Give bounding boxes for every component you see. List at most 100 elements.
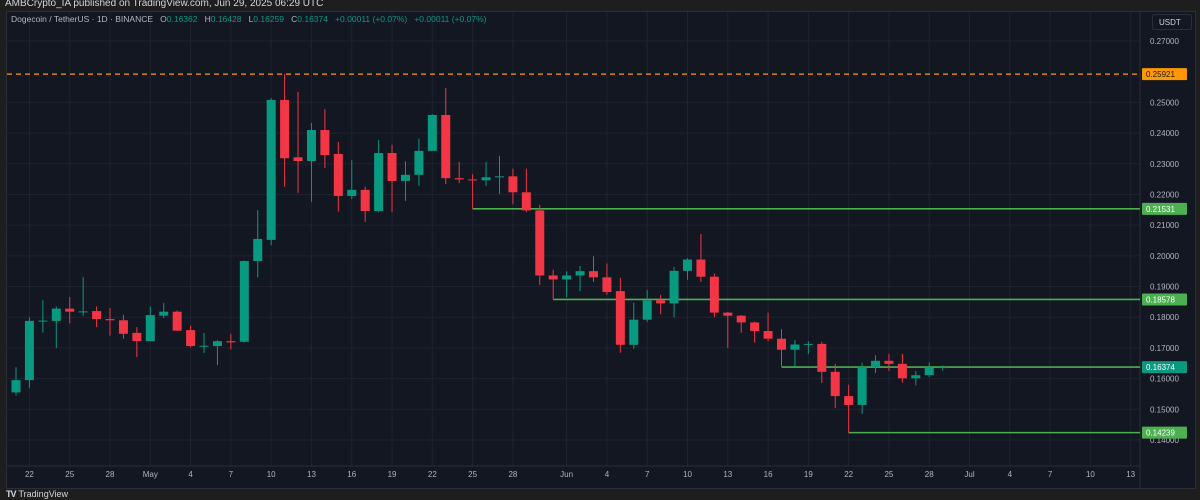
y-tick-label: 0.14000 [1150, 436, 1179, 445]
price-level-badge [1142, 68, 1187, 81]
price-level-badge [1142, 202, 1187, 215]
candle-up [24, 320, 34, 381]
candle-up [11, 380, 21, 393]
candle-up [199, 345, 209, 347]
x-tick-label: 4 [1008, 470, 1013, 479]
candle-down [360, 189, 370, 212]
candle-up [414, 150, 424, 175]
candle-down [441, 114, 451, 179]
candle-up [911, 375, 921, 379]
candle-up [253, 238, 263, 262]
price-level-label: 0.18578 [1146, 295, 1175, 304]
price-level-badge [1142, 293, 1187, 306]
candle-up [790, 344, 800, 350]
x-tick-label: 4 [605, 470, 610, 479]
candle-down [696, 259, 706, 277]
candle-up [427, 114, 437, 151]
open-label: O [160, 14, 167, 24]
candle-up [669, 270, 679, 304]
candle-up [642, 300, 652, 320]
x-tick-label: 10 [683, 470, 692, 479]
x-tick-label: 19 [388, 470, 397, 479]
price-level-badge [1142, 361, 1187, 374]
candle-up [400, 174, 410, 181]
change-value: +0.00011 (+0.07%) [335, 14, 408, 24]
y-tick-label: 0.20000 [1150, 252, 1179, 261]
x-tick-label: 28 [106, 470, 115, 479]
candle-up [51, 308, 61, 321]
publication-info: AMBCrypto_IA published on TradingView.co… [5, 0, 324, 9]
candle-down [105, 319, 115, 321]
y-tick-label: 0.27000 [1150, 37, 1179, 46]
candle-down [750, 322, 760, 332]
x-tick-label: 28 [925, 470, 934, 479]
candle-up [78, 311, 88, 313]
candle-up [374, 153, 384, 212]
candle-up [159, 311, 169, 316]
price-level-badge [1142, 426, 1187, 439]
x-tick-label: 16 [764, 470, 773, 479]
high-label: H [204, 14, 211, 24]
y-tick-label: 0.16000 [1150, 375, 1179, 384]
candle-down [736, 315, 746, 323]
candle-down [454, 178, 464, 180]
y-tick-label: 0.17000 [1150, 344, 1179, 353]
x-tick-label: 7 [229, 470, 234, 479]
candle-down [817, 343, 827, 372]
candle-down [897, 363, 907, 379]
candle-up [266, 99, 276, 240]
x-tick-label: 7 [1048, 470, 1053, 479]
symbol-name[interactable]: Dogecoin / TetherUS · 1D · BINANCE [11, 14, 154, 24]
candle-down [709, 276, 719, 313]
x-tick-label: 13 [1126, 470, 1135, 479]
candle-down [763, 331, 773, 339]
symbol-legend[interactable]: Dogecoin / TetherUS · 1D · BINANCE O0.16… [11, 14, 487, 24]
candle-down [656, 300, 666, 304]
close-label: C [291, 14, 298, 24]
currency-button[interactable]: USDT [1152, 14, 1192, 30]
candle-down [226, 341, 236, 343]
candle-up [306, 130, 316, 161]
candle-up [38, 320, 48, 322]
candle-up [857, 366, 867, 405]
x-tick-label: 22 [25, 470, 34, 479]
candle-down [186, 330, 196, 347]
x-tick-label: 22 [844, 470, 853, 479]
x-tick-label: 16 [347, 470, 356, 479]
candle-down [293, 157, 303, 161]
candle-up [629, 319, 639, 345]
candle-up [938, 367, 948, 369]
candle-down [548, 275, 558, 280]
candle-down [535, 210, 545, 276]
y-tick-label: 0.25000 [1150, 98, 1179, 107]
y-tick-label: 0.22000 [1150, 190, 1179, 199]
price-level-label: 0.16374 [1146, 363, 1175, 372]
price-level-label: 0.14239 [1146, 429, 1175, 438]
candle-down [92, 311, 102, 320]
candle-up [145, 315, 155, 342]
candle-down [884, 360, 894, 364]
candle-down [508, 176, 518, 193]
candle-down [723, 312, 733, 316]
x-tick-label: May [143, 470, 158, 479]
x-tick-label: 25 [884, 470, 893, 479]
candle-down [830, 371, 840, 397]
candle-up [494, 176, 504, 178]
candle-up [683, 259, 692, 271]
low-label: L [248, 14, 254, 24]
open-value: 0.16362 [166, 14, 198, 24]
y-tick-label: 0.15000 [1150, 405, 1179, 414]
footer-brand: TradingView [18, 489, 69, 499]
candle-down [172, 311, 182, 331]
candle-up [562, 275, 572, 280]
candle-down [387, 153, 397, 181]
x-tick-label: 25 [468, 470, 477, 479]
candle-up [481, 177, 491, 181]
candle-up [924, 367, 934, 376]
low-value: 0.16259 [253, 14, 285, 24]
candle-down [521, 192, 531, 211]
candle-up [871, 360, 881, 367]
candle-down [615, 291, 625, 345]
candle-down [280, 99, 290, 159]
